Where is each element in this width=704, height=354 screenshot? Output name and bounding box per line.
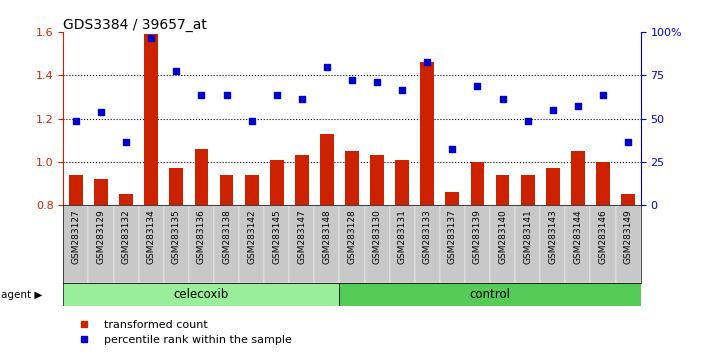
Text: GSM283128: GSM283128 [348, 209, 356, 264]
Bar [415, 205, 440, 283]
Bar [571, 151, 585, 205]
Text: GSM283133: GSM283133 [423, 209, 432, 264]
Point [522, 118, 534, 124]
Point [396, 87, 408, 93]
Point [120, 139, 132, 145]
Text: control: control [470, 288, 510, 301]
Bar [446, 192, 459, 205]
Bar [440, 205, 465, 283]
Bar [245, 175, 258, 205]
Text: GSM283145: GSM283145 [272, 209, 281, 264]
Bar [189, 205, 214, 283]
Point [447, 146, 458, 152]
Point [146, 35, 157, 41]
Bar [540, 205, 565, 283]
Text: GSM283143: GSM283143 [548, 209, 558, 264]
Point [472, 83, 483, 89]
Bar [339, 283, 641, 306]
Text: GSM283127: GSM283127 [71, 209, 80, 264]
Bar [470, 162, 484, 205]
Point [170, 68, 182, 74]
Text: GSM283136: GSM283136 [197, 209, 206, 264]
Bar [214, 205, 239, 283]
Bar [144, 34, 158, 205]
Bar [591, 205, 615, 283]
Text: GSM283138: GSM283138 [222, 209, 231, 264]
Point [497, 96, 508, 102]
Point [70, 118, 82, 124]
Bar [295, 155, 308, 205]
Point [547, 107, 558, 113]
Point [95, 109, 106, 115]
Text: GSM283139: GSM283139 [473, 209, 482, 264]
Point [372, 79, 383, 85]
Text: GSM283147: GSM283147 [297, 209, 306, 264]
Text: GSM283129: GSM283129 [96, 209, 106, 264]
Point [246, 118, 257, 124]
Bar [490, 205, 515, 283]
Point [296, 96, 308, 102]
Bar [239, 205, 264, 283]
Point [422, 59, 433, 65]
Text: GSM283130: GSM283130 [372, 209, 382, 264]
Point [221, 92, 232, 98]
Text: GSM283146: GSM283146 [598, 209, 608, 264]
Bar [521, 175, 534, 205]
Bar [596, 162, 610, 205]
Bar [264, 205, 289, 283]
Text: GSM283141: GSM283141 [523, 209, 532, 264]
Bar [119, 194, 133, 205]
Point [572, 103, 584, 108]
Point [196, 92, 207, 98]
Text: GDS3384 / 39657_at: GDS3384 / 39657_at [63, 18, 207, 32]
Bar [63, 283, 339, 306]
Point [622, 139, 634, 145]
Bar [164, 205, 189, 283]
Bar [315, 205, 339, 283]
Bar [339, 205, 365, 283]
Bar [139, 205, 164, 283]
Bar [465, 205, 490, 283]
Legend: transformed count, percentile rank within the sample: transformed count, percentile rank withi… [69, 315, 297, 350]
Bar [621, 194, 635, 205]
Bar [320, 134, 334, 205]
Text: GSM283149: GSM283149 [624, 209, 633, 264]
Point [598, 92, 609, 98]
Bar [270, 160, 284, 205]
Point [321, 64, 332, 69]
Bar [63, 205, 89, 283]
Text: GSM283135: GSM283135 [172, 209, 181, 264]
Bar [420, 62, 434, 205]
Bar [289, 205, 315, 283]
Bar [89, 205, 113, 283]
Point [346, 77, 358, 82]
Bar [113, 205, 139, 283]
Point [271, 92, 282, 98]
Text: GSM283148: GSM283148 [322, 209, 332, 264]
Bar [496, 175, 510, 205]
Bar [170, 169, 183, 205]
Bar [389, 205, 415, 283]
Text: agent ▶: agent ▶ [1, 290, 42, 300]
Bar [220, 175, 234, 205]
Bar [69, 175, 83, 205]
Text: celecoxib: celecoxib [174, 288, 229, 301]
Bar [546, 169, 560, 205]
Bar [370, 155, 384, 205]
Text: GSM283142: GSM283142 [247, 209, 256, 264]
Bar [365, 205, 389, 283]
Text: GSM283132: GSM283132 [122, 209, 131, 264]
Text: GSM283140: GSM283140 [498, 209, 507, 264]
Bar [515, 205, 540, 283]
Text: GSM283137: GSM283137 [448, 209, 457, 264]
Bar [565, 205, 591, 283]
Text: GSM283144: GSM283144 [573, 209, 582, 264]
Bar [395, 160, 409, 205]
Bar [194, 149, 208, 205]
Bar [345, 151, 359, 205]
Text: GSM283131: GSM283131 [398, 209, 407, 264]
Text: GSM283134: GSM283134 [146, 209, 156, 264]
Bar [94, 179, 108, 205]
Bar [615, 205, 641, 283]
